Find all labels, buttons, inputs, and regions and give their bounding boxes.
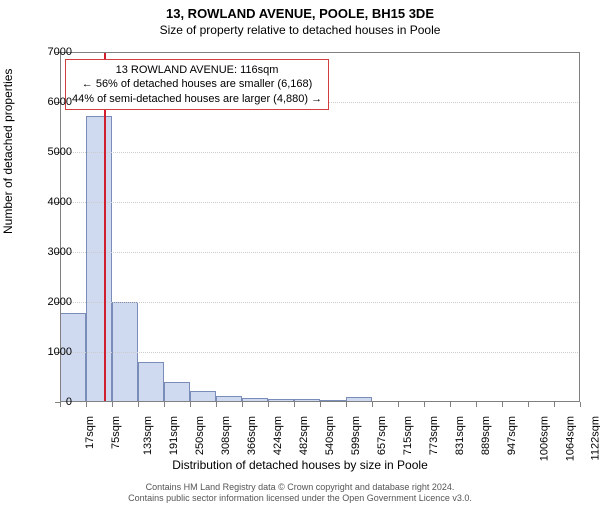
xtick-mark <box>320 402 321 407</box>
xtick-label: 482sqm <box>298 416 310 455</box>
ytick-label: 1000 <box>32 346 72 358</box>
xtick-label: 75sqm <box>110 416 122 449</box>
ytick-label: 6000 <box>32 96 72 108</box>
xtick-mark <box>502 402 503 407</box>
footer-line-2: Contains public sector information licen… <box>0 493 600 504</box>
ytick-label: 0 <box>32 396 72 408</box>
xtick-mark <box>164 402 165 407</box>
chart-subtitle: Size of property relative to detached ho… <box>0 23 600 37</box>
y-axis-label: Number of detached properties <box>1 69 15 234</box>
xtick-mark <box>372 402 373 407</box>
xtick-mark <box>346 402 347 407</box>
xtick-label: 889sqm <box>480 416 492 455</box>
xtick-mark <box>398 402 399 407</box>
xtick-label: 17sqm <box>84 416 96 449</box>
footer: Contains HM Land Registry data © Crown c… <box>0 482 600 504</box>
xtick-label: 250sqm <box>194 416 206 455</box>
xtick-mark <box>86 402 87 407</box>
plot-area: 13 ROWLAND AVENUE: 116sqm ← 56% of detac… <box>60 52 580 402</box>
annotation-line-2: ← 56% of detached houses are smaller (6,… <box>72 77 322 91</box>
x-axis-label: Distribution of detached houses by size … <box>0 458 600 472</box>
annotation-box: 13 ROWLAND AVENUE: 116sqm ← 56% of detac… <box>65 59 329 110</box>
xtick-label: 540sqm <box>324 416 336 455</box>
xtick-mark <box>450 402 451 407</box>
xtick-mark <box>216 402 217 407</box>
ytick-label: 3000 <box>32 246 72 258</box>
xtick-label: 947sqm <box>506 416 518 455</box>
xtick-mark <box>528 402 529 407</box>
xtick-label: 1006sqm <box>538 416 550 461</box>
xtick-label: 599sqm <box>350 416 362 455</box>
ytick-label: 5000 <box>32 146 72 158</box>
xtick-mark <box>138 402 139 407</box>
xtick-mark <box>242 402 243 407</box>
xtick-mark <box>112 402 113 407</box>
xtick-mark <box>190 402 191 407</box>
ytick-label: 4000 <box>32 196 72 208</box>
xtick-label: 715sqm <box>402 416 414 455</box>
xtick-label: 773sqm <box>428 416 440 455</box>
xtick-mark <box>424 402 425 407</box>
xtick-label: 308sqm <box>220 416 232 455</box>
xtick-mark <box>580 402 581 407</box>
xtick-label: 1064sqm <box>564 416 576 461</box>
chart-title: 13, ROWLAND AVENUE, POOLE, BH15 3DE <box>0 6 600 21</box>
ytick-label: 7000 <box>32 46 72 58</box>
xtick-label: 191sqm <box>168 416 180 455</box>
xtick-mark <box>476 402 477 407</box>
xtick-label: 1122sqm <box>589 416 600 460</box>
xtick-label: 831sqm <box>454 416 466 455</box>
footer-line-1: Contains HM Land Registry data © Crown c… <box>0 482 600 493</box>
annotation-line-1: 13 ROWLAND AVENUE: 116sqm <box>72 63 322 77</box>
ytick-label: 2000 <box>32 296 72 308</box>
xtick-label: 133sqm <box>142 416 154 455</box>
xtick-label: 657sqm <box>376 416 388 455</box>
annotation-line-3: 44% of semi-detached houses are larger (… <box>72 92 322 106</box>
xtick-label: 366sqm <box>246 416 258 455</box>
xtick-label: 424sqm <box>272 416 284 455</box>
xtick-mark <box>554 402 555 407</box>
xtick-mark <box>268 402 269 407</box>
xtick-mark <box>294 402 295 407</box>
